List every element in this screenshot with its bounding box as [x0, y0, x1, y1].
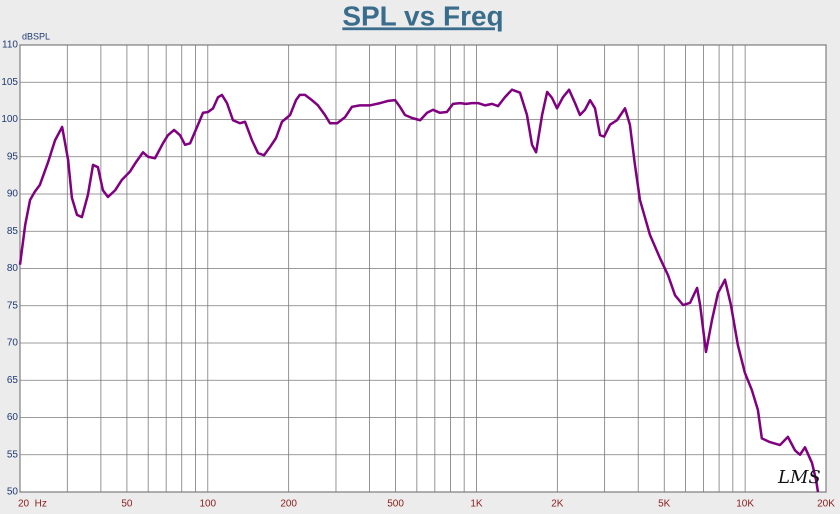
x-tick-label: 20K [817, 499, 835, 510]
y-tick-label: 65 [7, 375, 19, 386]
chart-title: SPL vs Freq [342, 0, 503, 31]
y-tick-label: 90 [7, 189, 19, 200]
x-tick-label: 100 [199, 499, 216, 510]
y-tick-label: 110 [2, 40, 18, 51]
x-tick-label: 500 [387, 499, 404, 510]
y-tick-label: 60 [7, 412, 19, 423]
y-tick-label: 95 [7, 151, 19, 162]
y-tick-label: 50 [7, 487, 19, 498]
x-tick-label: 200 [280, 499, 297, 510]
spl-curve [18, 88, 820, 493]
y-tick-label: 75 [7, 300, 19, 311]
x-tick-label: 2K [551, 499, 564, 510]
y-tick-label: 80 [7, 263, 19, 274]
x-tick-label: 50 [121, 499, 133, 510]
y-tick-label: 55 [7, 449, 19, 460]
watermark: LMS [777, 467, 821, 488]
x-tick-label: 10K [736, 499, 754, 510]
y-tick-label: 70 [7, 338, 19, 349]
x-tick-label: 5K [658, 499, 671, 510]
x-tick-label: 20 Hz [18, 499, 47, 510]
x-tick-label: 1K [470, 499, 483, 510]
y-tick-label: 85 [7, 226, 19, 237]
y-axis-label: dBSPL [22, 31, 50, 41]
y-tick-label: 100 [1, 114, 18, 125]
y-tick-label: 105 [1, 77, 18, 88]
